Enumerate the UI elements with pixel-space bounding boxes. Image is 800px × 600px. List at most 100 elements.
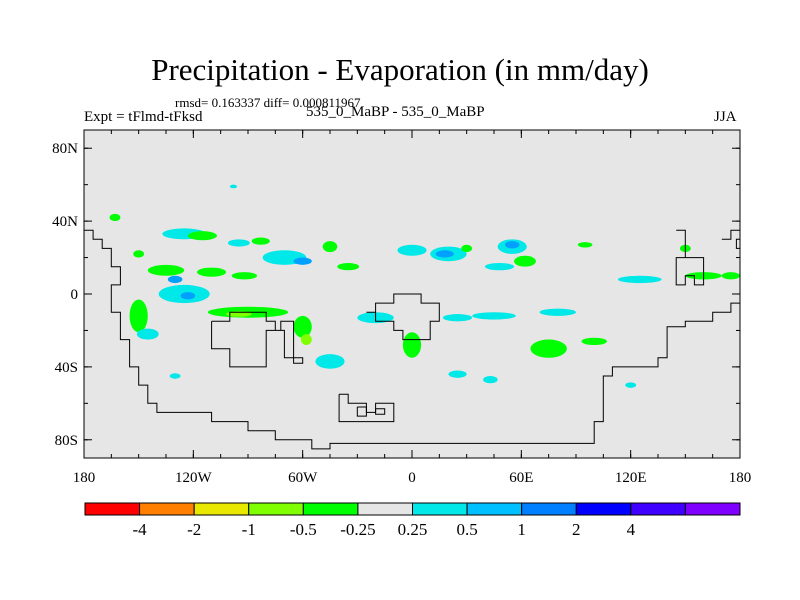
colorbar-label: 0.25 [398,520,428,539]
colorbar-swatch [684,502,741,516]
anomaly-patch [207,306,289,318]
colorbar-label: -2 [187,520,201,539]
anomaly-patch [472,312,516,320]
anomaly-patch [315,354,345,369]
coastline [338,393,395,423]
anomaly-patch [229,184,238,189]
anomaly-patch [300,334,312,346]
anomaly-patch [337,263,360,271]
coastline [735,238,740,249]
anomaly-patch [180,292,196,300]
colorbar-label: -0.25 [340,520,375,539]
anomaly-patch [435,250,454,258]
anomaly-patch [133,250,145,258]
anomaly-patch [136,328,159,340]
anomaly-patch [530,339,567,358]
anomaly-patch [442,314,473,322]
coastline [84,229,740,450]
colorbar-swatch [521,502,577,516]
x-tick-label: 120E [615,470,647,486]
coastline [356,406,367,417]
y-tick-label: 40S [55,360,78,376]
season-label: JJA [714,109,737,125]
anomaly-patch [196,267,227,277]
colorbar-label: -1 [242,520,256,539]
anomaly-patch [617,275,662,284]
anomaly-patch [162,228,207,240]
colorbar-label: 1 [517,520,526,539]
coastline [366,293,440,341]
colorbar-swatch [575,502,632,516]
colorbar-swatch [139,502,195,516]
anomaly-patch [357,312,394,324]
anomaly-patch [251,237,270,245]
axis-ticks: 180 120W 60W 0 60E 120E 180 80N 40N 0 40S 80S [52,130,751,486]
anomaly-patch [187,231,218,241]
anomaly-patch [497,239,527,254]
anomaly-patch [448,370,467,378]
colorbar-swatch [302,502,359,516]
anomaly-patch [226,311,252,317]
anomaly-patch [169,373,181,379]
anomaly-patch [430,246,467,262]
anomaly-patch [461,244,473,253]
colorbar: -4 -2 -1 -0.5 -0.25 0.25 0.5 1 2 4 [84,502,741,539]
anomaly-patch [577,242,593,248]
coastline [211,311,295,368]
anomaly-patch [625,382,637,388]
anomaly-patch [484,263,515,271]
colorbar-swatch [466,502,523,516]
anomaly-patch [293,315,312,338]
anomaly-patch [581,337,607,346]
anomaly-patch [231,272,258,280]
colorbar-swatch [357,502,413,516]
anomaly-layer [109,184,741,388]
colorbar-label: 2 [572,520,581,539]
anomaly-patch [262,250,307,265]
colorbar-swatch [630,502,686,516]
x-tick-label: 180 [73,470,96,486]
colorbar-swatch [412,502,468,516]
anomaly-patch [147,264,185,276]
anomaly-patch [158,284,210,304]
plot-title: Precipitation - Evaporation (in mm/day) [151,52,649,87]
anomaly-patch [397,244,427,256]
anomaly-patch [167,275,183,284]
coastline-layer [84,229,740,450]
colorbar-swatch [84,502,141,516]
coastline [721,229,740,240]
x-tick-label: 180 [729,470,752,486]
experiment-label: Expt = tFlmd-tFksd [84,109,203,125]
colorbar-label: 4 [627,520,636,539]
anomaly-patch [679,244,691,253]
colorbar-label: -4 [132,520,147,539]
stats-label: rmsd= 0.163337 diff= 0.000811967 [175,95,361,110]
anomaly-patch [322,241,338,253]
anomaly-patch [129,299,148,333]
x-tick-label: 0 [408,470,416,486]
y-tick-label: 80S [55,433,78,449]
coastline [293,357,304,364]
map-background [84,130,740,458]
anomaly-patch [514,255,536,267]
coastline [675,229,705,286]
colorbar-swatch [193,502,250,516]
coastline [375,408,386,415]
colorbar-swatch [248,502,304,516]
case-label: 535_0_MaBP - 535_0_MaBP [306,104,485,120]
x-tick-label: 60E [509,470,533,486]
anomaly-patch [504,241,520,249]
x-tick-label: 120W [175,470,213,486]
x-tick-label: 60W [288,470,318,486]
colorbar-label: -0.5 [290,520,317,539]
anomaly-patch [539,308,576,316]
y-tick-label: 40N [52,214,78,230]
y-tick-label: 80N [52,141,78,157]
anomaly-patch [721,272,741,280]
colorbar-label: 0.5 [456,520,477,539]
anomaly-patch [483,376,498,384]
anomaly-patch [293,257,312,265]
anomaly-patch [402,332,422,358]
y-tick-label: 0 [71,287,79,303]
